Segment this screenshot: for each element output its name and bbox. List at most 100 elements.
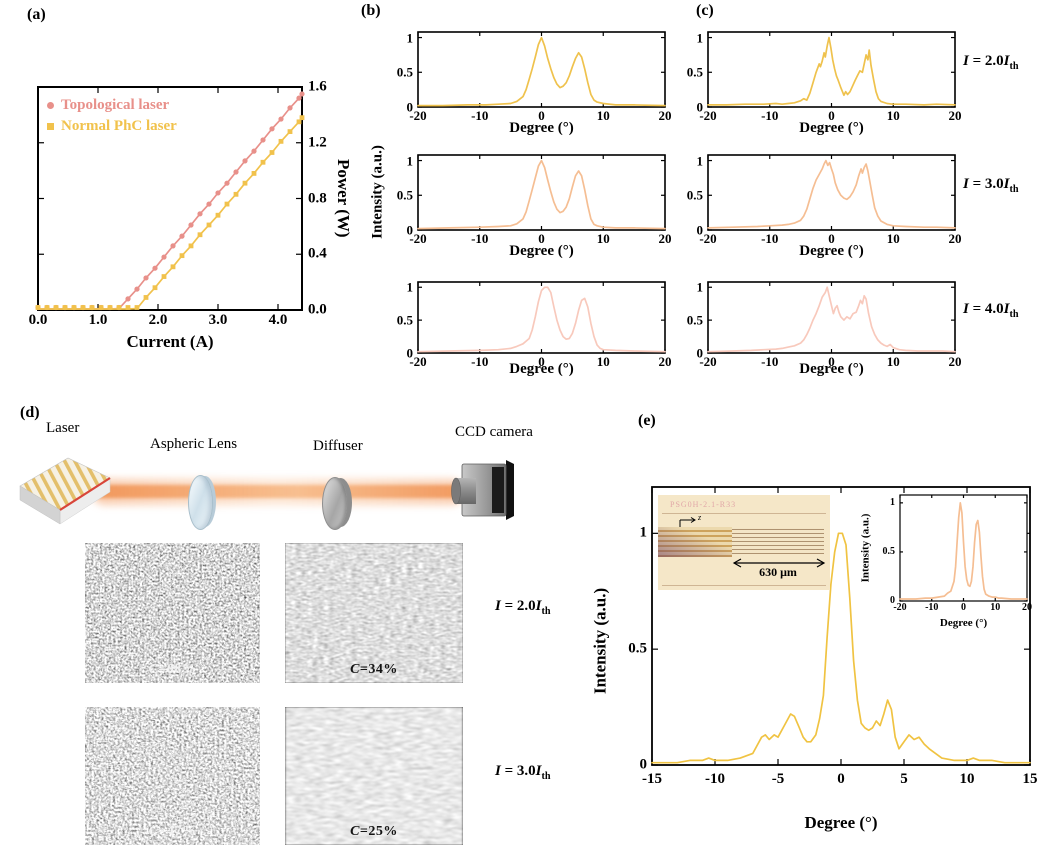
tick-label: 1 <box>696 30 704 46</box>
grating-region-pumped <box>658 527 732 557</box>
tick-label: 0 <box>639 756 648 773</box>
tick-label: 10 <box>886 354 900 369</box>
tick-label: 2.0 <box>148 312 168 328</box>
farfield-chart-c3: -20 -10 0 10 20 0 0.5 1 <box>687 281 962 368</box>
farfield-chart-b3: -20 -10 0 10 20 0 0.5 1 <box>397 281 672 368</box>
panel-b-letter: (b) <box>361 2 381 19</box>
speckle-image-topological-3x: C=47% <box>85 707 260 845</box>
tick-label: 0 <box>538 108 545 123</box>
aspheric-lens-label: Aspheric Lens <box>150 436 238 452</box>
tick-label: 0.4 <box>308 245 327 262</box>
tick-label: 1.6 <box>308 78 327 95</box>
tick-label: -10 <box>471 354 489 369</box>
tick-label: 10 <box>596 231 610 246</box>
tick-label: 0.5 <box>882 545 896 557</box>
speckle-image-normal-2x: C=34% <box>285 543 463 683</box>
device-edge-line <box>662 585 826 586</box>
tick-label: 20 <box>948 354 962 369</box>
tick-label: -15 <box>642 771 662 787</box>
diffuser-graphic <box>322 477 354 530</box>
tick-label: -20 <box>893 602 907 613</box>
tick-label: 20 <box>1022 602 1032 613</box>
tick-label: 10 <box>886 108 900 123</box>
contrast-caption: C=68% <box>148 662 197 677</box>
tick-label: -10 <box>761 354 779 369</box>
current-label-3x: I = 3.0Ith <box>963 176 1019 195</box>
farfield-chart-c1: -20 -10 0 10 20 0 0.5 1 <box>687 31 962 122</box>
inset-ylabel: Intensity (a.u.) <box>859 513 872 583</box>
tick-label: 0 <box>696 99 704 115</box>
tick-label: 0.0 <box>308 301 327 318</box>
panel-c2-xlabel: Degree (°) <box>799 243 864 259</box>
legend-label: Normal PhC laser <box>61 118 177 134</box>
tick-label: 20 <box>658 354 672 369</box>
tick-label: 0 <box>538 354 545 369</box>
tick-label: 0 <box>406 222 414 238</box>
panel-c-letter: (c) <box>696 2 714 19</box>
legend-item-topological: Topological laser <box>47 95 177 116</box>
tick-label: 1.2 <box>308 134 327 151</box>
tick-label: 1 <box>639 524 648 541</box>
farfield-chart-b1: -20 -10 0 10 20 0 0.5 1 <box>397 31 672 122</box>
laser-label: Laser <box>46 420 80 436</box>
tick-label: -20 <box>699 231 717 246</box>
speckle-image-topological-2x: C=68% <box>85 543 260 683</box>
ccd-camera-graphic <box>451 460 514 520</box>
tick-label: 0.5 <box>396 312 413 328</box>
tick-label: 0.8 <box>308 190 327 206</box>
panel-c1-xlabel: Degree (°) <box>799 120 864 136</box>
diffuser-label: Diffuser <box>313 438 363 454</box>
current-label-2x-speckle: I = 2.0Ith <box>495 598 551 617</box>
tick-label: -5 <box>771 771 785 787</box>
tick-label: 1.0 <box>88 312 108 328</box>
tick-label: 10 <box>596 354 610 369</box>
laser-chip-graphic <box>19 457 111 525</box>
tick-label: 1 <box>406 279 414 295</box>
tick-label: 0 <box>696 222 704 238</box>
tick-label: 0 <box>696 345 704 361</box>
tick-label: -20 <box>409 231 427 246</box>
panel-c3-xlabel: Degree (°) <box>799 361 864 377</box>
tick-label: -20 <box>699 354 717 369</box>
current-label-4x: I = 4.0Ith <box>963 301 1019 320</box>
chip-id-text: PSG0H-2.1-R33 <box>670 500 737 509</box>
tick-label: 0 <box>538 231 545 246</box>
tick-label: -10 <box>471 108 489 123</box>
tick-label: 0.5 <box>686 64 703 80</box>
panel-d-letter: (d) <box>20 404 40 421</box>
tick-label: 20 <box>948 108 962 123</box>
tick-label: 10 <box>959 771 975 787</box>
tick-label: 10 <box>990 602 1001 613</box>
laser-beam <box>95 485 463 498</box>
tick-label: 0 <box>828 108 835 123</box>
tick-label: -10 <box>471 231 489 246</box>
tick-label: 0.5 <box>628 640 647 657</box>
z-axis-label: z <box>698 513 702 522</box>
panel-b2-xlabel: Degree (°) <box>509 243 574 259</box>
tick-label: 1 <box>406 30 414 46</box>
farfield-chart-b2: -20 -10 0 10 20 0 0.5 1 <box>397 154 672 245</box>
tick-label: 10 <box>886 231 900 246</box>
panel-b-ylabel: Intensity (a.u.) <box>369 145 386 239</box>
panel-b1-xlabel: Degree (°) <box>509 120 574 136</box>
tick-label: 4.0 <box>268 312 288 328</box>
contrast-caption: C=34% <box>350 662 398 677</box>
panel-a-legend: Topological laser Normal PhC laser <box>47 95 177 137</box>
tick-label: 0.5 <box>396 187 413 203</box>
tick-label: 3.0 <box>208 312 228 328</box>
tick-label: 20 <box>658 231 672 246</box>
panel-e-xlabel: Degree (°) <box>804 813 878 832</box>
tick-label: 0 <box>406 99 414 115</box>
panel-b3-xlabel: Degree (°) <box>509 361 574 377</box>
tick-label: 1 <box>406 153 414 169</box>
tick-label: 1 <box>696 279 704 295</box>
ccd-camera-label: CCD camera <box>455 424 533 440</box>
tick-label: 1 <box>890 496 895 508</box>
scale-arrow-icon <box>732 558 826 568</box>
panel-e-ylabel: Intensity (a.u.) <box>590 587 610 695</box>
tick-label: 20 <box>948 231 962 246</box>
tick-label: -10 <box>925 602 939 613</box>
scale-bar-label: 630 μm <box>759 565 797 579</box>
tick-label: -10 <box>761 231 779 246</box>
tick-label: 10 <box>596 108 610 123</box>
